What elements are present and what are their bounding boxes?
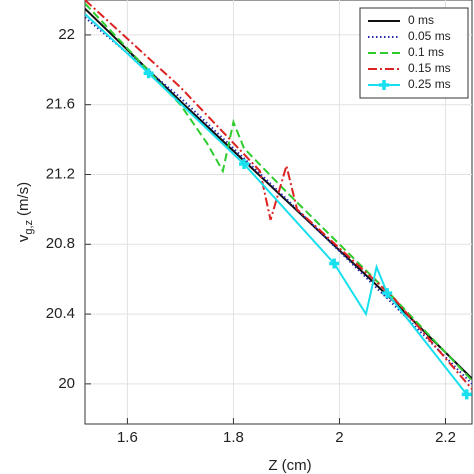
legend-label: 0.05 ms [408,29,451,43]
series-line [85,13,468,395]
y-label-unit: (m/s) [15,182,32,216]
x-tick-label: 2.2 [435,429,456,446]
y-axis-label: vg,z (m/s) [15,182,35,242]
y-tick-label: 20.8 [46,235,75,252]
legend-label: 0.25 ms [408,77,451,91]
y-tick-label: 20.4 [46,305,75,322]
y-tick-label: 21.2 [46,165,75,182]
marker [461,389,472,400]
y-label-sub: g,z [23,220,35,235]
marker [239,159,250,170]
legend-marker [379,80,389,90]
series-line [85,0,472,390]
x-tick-label: 1.8 [223,429,244,446]
x-axis-label: Z (cm) [268,457,311,474]
y-label-main: v [15,234,32,242]
marker [382,288,393,299]
series-line [85,2,472,382]
legend-box [359,7,469,99]
marker [143,68,154,79]
x-tick-label: 1.6 [117,429,138,446]
x-tick-label: 2 [335,429,343,446]
legend-label: 0.1 ms [408,45,444,59]
y-tick-label: 22 [58,26,75,43]
y-tick-label: 21.6 [46,96,75,113]
y-tick-label: 20 [58,375,75,392]
legend-label: 0 ms [408,13,434,27]
marker [329,258,340,269]
legend-label: 0.15 ms [408,61,451,75]
legend: 0 ms 0.05 ms 0.1 ms 0.15 ms 0.25 ms [359,7,469,99]
